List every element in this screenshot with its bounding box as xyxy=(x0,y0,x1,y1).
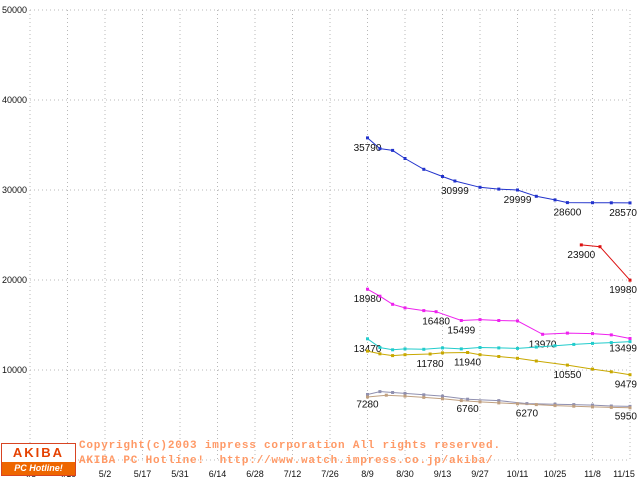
svg-text:13970: 13970 xyxy=(529,339,557,350)
svg-text:10550: 10550 xyxy=(553,370,581,381)
logo-subtitle: PC Hotline! xyxy=(2,462,75,475)
svg-text:8/30: 8/30 xyxy=(396,469,414,479)
svg-text:29999: 29999 xyxy=(504,195,532,206)
svg-text:28570: 28570 xyxy=(609,208,637,219)
svg-text:30999: 30999 xyxy=(441,186,469,197)
svg-text:5/31: 5/31 xyxy=(171,469,189,479)
svg-text:19980: 19980 xyxy=(609,285,637,296)
svg-text:6270: 6270 xyxy=(516,409,539,420)
svg-text:11/8: 11/8 xyxy=(584,469,601,479)
svg-text:10/25: 10/25 xyxy=(544,469,567,479)
copyright-line: Copyright(c)2003 impress corporation All… xyxy=(79,440,501,452)
svg-text:15499: 15499 xyxy=(447,326,475,337)
svg-text:9/27: 9/27 xyxy=(471,469,489,479)
svg-text:11780: 11780 xyxy=(417,359,445,370)
svg-text:10/11: 10/11 xyxy=(507,469,529,479)
svg-text:23900: 23900 xyxy=(567,250,595,261)
svg-text:5950: 5950 xyxy=(615,411,638,422)
svg-text:11/15: 11/15 xyxy=(613,469,635,479)
svg-text:10000: 10000 xyxy=(2,365,27,375)
svg-text:16480: 16480 xyxy=(422,317,450,328)
svg-text:6/28: 6/28 xyxy=(246,469,264,479)
svg-text:9/13: 9/13 xyxy=(434,469,452,479)
svg-text:50000: 50000 xyxy=(2,5,27,15)
svg-text:7/12: 7/12 xyxy=(284,469,302,479)
svg-text:6760: 6760 xyxy=(456,404,479,415)
svg-text:8/9: 8/9 xyxy=(361,469,374,479)
akiba-pc-hotline-logo: AKIBA PC Hotline! xyxy=(1,443,76,476)
svg-text:35790: 35790 xyxy=(354,143,382,154)
svg-text:28600: 28600 xyxy=(553,208,581,219)
svg-text:40000: 40000 xyxy=(2,95,27,105)
svg-text:18980: 18980 xyxy=(354,294,382,305)
svg-text:5/2: 5/2 xyxy=(99,469,112,479)
svg-text:7/26: 7/26 xyxy=(321,469,339,479)
logo-title: AKIBA xyxy=(12,445,65,460)
svg-text:13470: 13470 xyxy=(354,344,382,355)
site-url-line: AKIBA PC Hotline! http://www.watch.impre… xyxy=(79,455,494,467)
svg-text:13499: 13499 xyxy=(609,344,637,355)
svg-text:20000: 20000 xyxy=(2,275,27,285)
svg-text:30000: 30000 xyxy=(2,185,27,195)
svg-text:5/17: 5/17 xyxy=(134,469,152,479)
svg-text:7280: 7280 xyxy=(356,400,379,411)
svg-text:11940: 11940 xyxy=(454,358,482,369)
svg-text:9479: 9479 xyxy=(615,380,638,391)
svg-text:6/14: 6/14 xyxy=(209,469,227,479)
